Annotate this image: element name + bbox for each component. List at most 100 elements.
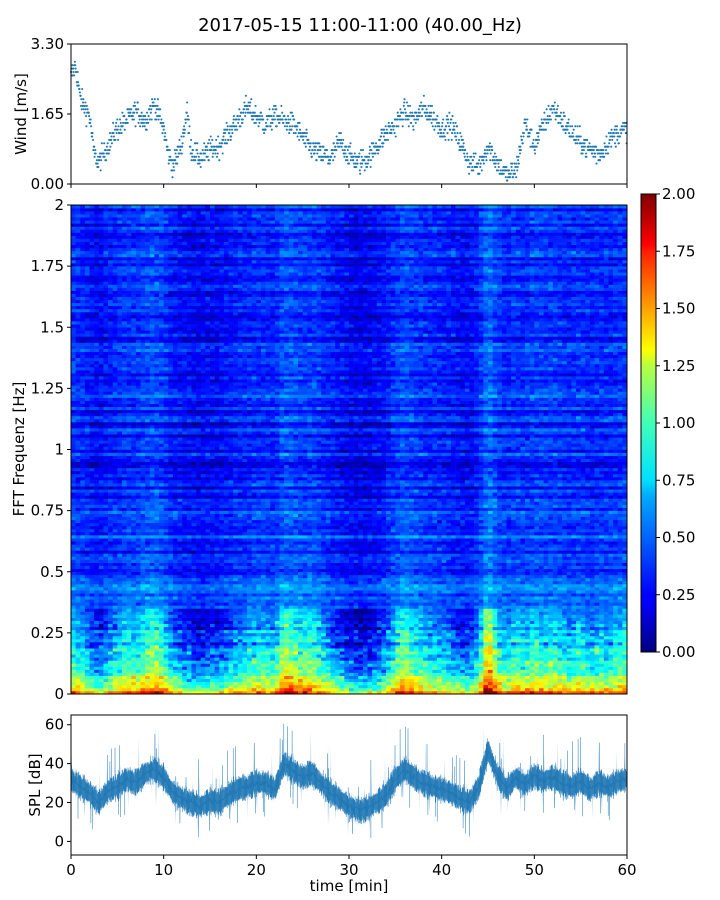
spectrogram-cell	[581, 679, 586, 682]
spectrogram-cell	[275, 630, 280, 633]
spectrogram-cell	[85, 685, 90, 688]
spectrogram-cell	[590, 624, 595, 627]
spectrogram-cell	[400, 624, 405, 627]
spectrogram-cell	[391, 651, 396, 654]
spectrogram-cell	[173, 670, 178, 673]
spectrogram-cell	[303, 670, 308, 673]
spectrogram-cell	[419, 636, 424, 639]
spectrogram-cell	[252, 615, 257, 618]
spectrogram-cell	[229, 651, 234, 654]
spectrogram-cell	[270, 657, 275, 660]
spectrogram-cell	[335, 657, 340, 660]
wind-point	[117, 129, 119, 131]
spectrogram-cell	[326, 651, 331, 654]
spectrogram-cell	[293, 654, 298, 657]
spectrogram-cell	[604, 642, 609, 645]
spectrogram-cell	[266, 679, 271, 682]
spectrogram-cell	[85, 679, 90, 682]
spectrogram-cell	[275, 682, 280, 685]
spectrogram-cell	[136, 624, 141, 627]
spectrogram-cell	[613, 657, 618, 660]
spectrogram-cell	[303, 618, 308, 621]
spectrogram-cell	[326, 618, 331, 621]
spectrogram-cell	[432, 673, 437, 676]
spectrogram-cell	[164, 666, 169, 669]
spectrogram-cell	[256, 660, 261, 663]
spectrogram-cell	[428, 676, 433, 679]
wind-point	[329, 163, 331, 165]
spectrogram-cell	[608, 642, 613, 645]
wind-point	[111, 142, 113, 144]
spectrogram-cell	[516, 660, 521, 663]
spectrogram-cell	[191, 642, 196, 645]
spectrogram-cell	[548, 621, 553, 624]
spectrogram-cell	[168, 673, 173, 676]
spectrogram-cell	[210, 642, 215, 645]
wind-point	[560, 122, 562, 124]
spectrogram-cell	[363, 685, 368, 688]
spectrogram-cell	[391, 682, 396, 685]
wind-point	[208, 159, 210, 161]
wind-point	[356, 163, 358, 165]
spectrogram-cell	[423, 630, 428, 633]
spectrogram-cell	[423, 624, 428, 627]
spectrogram-cell	[219, 648, 224, 651]
spectrogram-cell	[108, 651, 113, 654]
spectrogram-cell	[196, 676, 201, 679]
spectrogram-cell	[275, 645, 280, 648]
spectrogram-cell	[576, 673, 581, 676]
spectrogram-cell	[520, 660, 525, 663]
spectrogram-cell	[280, 670, 285, 673]
spectrogram-cell	[117, 605, 122, 608]
spectrogram-cell	[233, 685, 238, 688]
spectrogram-cell	[599, 688, 604, 691]
spectrogram-cell	[391, 645, 396, 648]
spectrogram-cell	[85, 673, 90, 676]
spectrogram-cell	[377, 636, 382, 639]
spectrogram-cell	[154, 679, 159, 682]
spectrogram-cell	[409, 676, 414, 679]
wind-point	[553, 108, 555, 110]
spectrogram-cell	[85, 657, 90, 660]
spectrogram-cell	[409, 670, 414, 673]
spectrogram-cell	[571, 642, 576, 645]
spectrogram-cell	[280, 627, 285, 630]
spectrogram-cell	[335, 688, 340, 691]
spectrogram-cell	[395, 679, 400, 682]
spectrogram-cell	[312, 685, 317, 688]
spectrogram-cell	[340, 648, 345, 651]
spectrogram-cell	[150, 618, 155, 621]
spectrogram-cell	[113, 615, 118, 618]
spectrogram-cell	[261, 602, 266, 605]
spectrogram-cell	[229, 657, 234, 660]
spectrogram-cell	[423, 645, 428, 648]
spectrogram-cell	[280, 630, 285, 633]
spectrogram-cell	[242, 627, 247, 630]
spectrogram-cell	[567, 657, 572, 660]
spectrogram-cell	[307, 624, 312, 627]
spectrogram-cell	[442, 608, 447, 611]
spectrogram-cell	[219, 608, 224, 611]
spectrogram-cell	[437, 645, 442, 648]
wind-point	[181, 146, 183, 148]
wind-point	[385, 139, 387, 141]
spectrogram-cell	[117, 663, 122, 666]
spectrogram-cell	[442, 630, 447, 633]
spectrogram-cell	[576, 642, 581, 645]
wind-point	[288, 122, 290, 124]
spectrogram-cell	[414, 654, 419, 657]
wind-point	[173, 169, 175, 171]
spectrogram-cell	[474, 682, 479, 685]
spectrogram-cell	[270, 654, 275, 657]
spectrogram-cell	[71, 645, 76, 648]
spectrogram-cell	[576, 615, 581, 618]
spectrogram-cell	[400, 618, 405, 621]
spectrogram-cell	[423, 673, 428, 676]
spectrogram-cell	[330, 621, 335, 624]
spectrogram-cell	[238, 618, 243, 621]
spectrogram-cell	[405, 615, 410, 618]
spectrogram-cell	[122, 648, 127, 651]
spectrogram-cell	[178, 621, 183, 624]
spectrogram-cell	[409, 657, 414, 660]
spectrogram-cell	[312, 630, 317, 633]
